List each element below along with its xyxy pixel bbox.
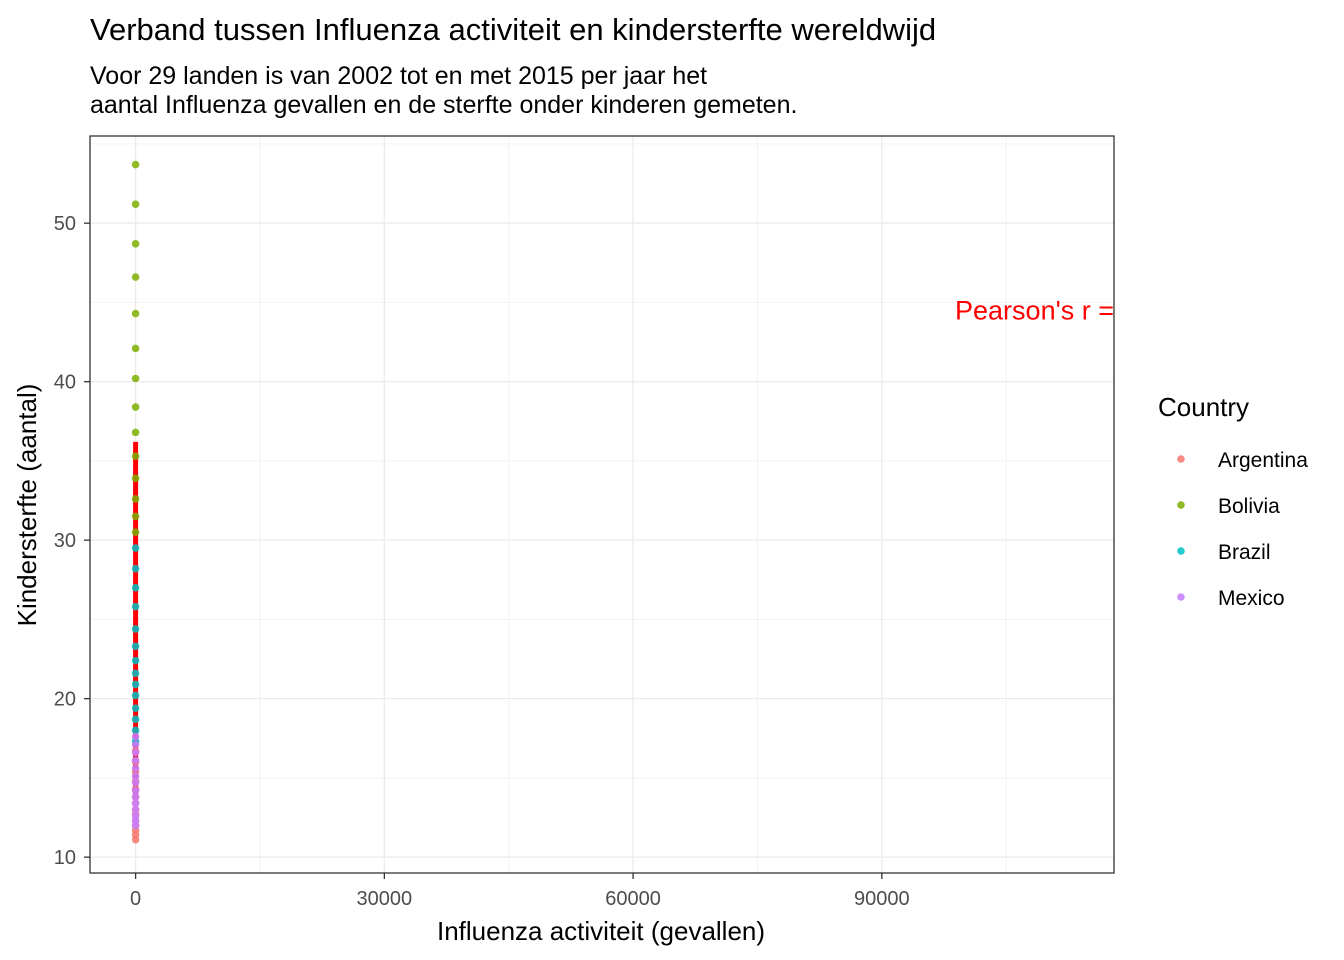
data-point-mexico xyxy=(131,772,140,781)
data-point-mexico xyxy=(131,799,140,808)
y-tick-label: 10 xyxy=(54,847,76,869)
data-point-bolivia xyxy=(131,160,140,169)
data-point-mexico xyxy=(131,732,140,741)
data-point-bolivia xyxy=(131,273,140,281)
y-tick-labels: 10 20 30 40 50 xyxy=(54,213,76,869)
data-point-mexico xyxy=(131,756,140,765)
data-point-bolivia xyxy=(131,452,140,460)
points-layer xyxy=(131,160,140,844)
y-tick-label: 20 xyxy=(54,689,76,711)
chart-subtitle: Voor 29 landen is van 2002 tot en met 20… xyxy=(90,62,797,120)
x-axis-title: Influenza activiteit (gevallen) xyxy=(437,916,765,946)
legend-label-brazil: Brazil xyxy=(1218,541,1271,564)
legend-label-bolivia: Bolivia xyxy=(1218,495,1280,518)
data-point-mexico xyxy=(131,805,140,814)
data-point-brazil xyxy=(131,583,140,592)
data-point-bolivia xyxy=(131,512,140,521)
data-point-brazil xyxy=(131,544,140,552)
chart-title: Verband tussen Influenza activiteit en k… xyxy=(90,12,937,47)
data-point-brazil xyxy=(131,669,140,678)
data-point-brazil xyxy=(131,602,140,611)
y-tick-label: 30 xyxy=(54,530,76,552)
data-point-brazil xyxy=(131,656,140,665)
data-point-brazil xyxy=(131,564,140,573)
data-point-bolivia xyxy=(131,200,140,208)
data-point-mexico xyxy=(131,786,140,795)
data-point-mexico xyxy=(131,778,140,787)
data-point-bolivia xyxy=(131,495,140,503)
x-tick-label: 0 xyxy=(130,888,141,910)
panel-border xyxy=(89,135,1115,874)
data-point-bolivia xyxy=(131,239,140,248)
data-point-mexico xyxy=(131,821,140,830)
data-point-brazil xyxy=(131,625,140,633)
legend: Country Argentina Bolivia Brazil Mexico xyxy=(1158,392,1308,610)
x-tick-label: 60000 xyxy=(605,888,661,910)
data-point-bolivia xyxy=(131,403,140,411)
legend-label-mexico: Mexico xyxy=(1218,587,1285,610)
data-point-mexico xyxy=(131,748,140,757)
y-tick-label: 40 xyxy=(54,372,76,394)
data-point-bolivia xyxy=(131,428,140,437)
legend-key-mexico xyxy=(1177,593,1185,601)
data-point-bolivia xyxy=(131,374,140,383)
data-point-bolivia xyxy=(131,528,140,537)
legend-title: Country xyxy=(1158,392,1249,422)
axis-ticks xyxy=(84,222,883,879)
data-point-bolivia xyxy=(131,344,140,353)
data-point-brazil xyxy=(131,691,140,700)
data-point-brazil xyxy=(131,704,140,712)
subtitle-line-2: aantal Influenza gevallen en de sterfte … xyxy=(90,91,798,119)
data-point-bolivia xyxy=(131,309,140,318)
data-point-mexico xyxy=(131,793,140,801)
legend-items: Argentina Bolivia Brazil Mexico xyxy=(1177,449,1308,610)
y-tick-label: 50 xyxy=(54,213,76,235)
x-tick-label: 30000 xyxy=(357,888,413,910)
data-point-brazil xyxy=(131,715,140,724)
legend-label-argentina: Argentina xyxy=(1218,449,1308,472)
legend-key-brazil xyxy=(1177,547,1185,555)
y-axis-title: Kindersterfte (aantal) xyxy=(12,384,42,627)
pearson-annotation: Pearson's r = xyxy=(955,295,1114,325)
data-point-brazil xyxy=(131,680,140,689)
data-point-mexico xyxy=(131,740,140,749)
grid-minor xyxy=(90,136,1114,873)
grid-major xyxy=(90,136,1114,873)
data-point-brazil xyxy=(131,642,140,651)
legend-key-argentina xyxy=(1177,455,1185,463)
x-tick-labels: 0 30000 60000 90000 xyxy=(130,888,910,910)
data-point-bolivia xyxy=(131,474,140,483)
x-tick-label: 90000 xyxy=(854,888,910,910)
data-point-mexico xyxy=(131,764,140,773)
legend-key-bolivia xyxy=(1177,501,1185,509)
data-point-brazil xyxy=(131,726,140,735)
subtitle-line-1: Voor 29 landen is van 2002 tot en met 20… xyxy=(90,62,708,90)
